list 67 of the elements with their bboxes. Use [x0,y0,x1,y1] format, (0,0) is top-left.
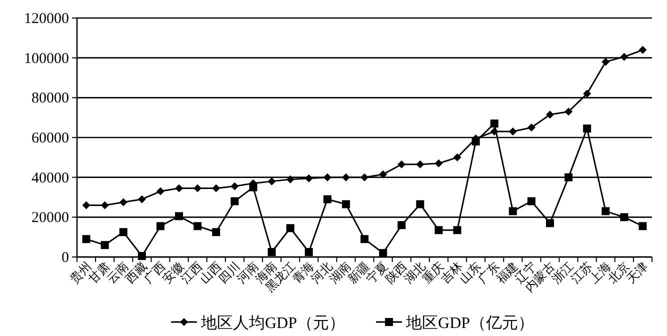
point [564,173,573,182]
point [138,252,146,260]
legend-label: 地区人均GDP（元） [200,314,346,332]
point [82,201,90,210]
point [620,52,628,61]
y-tick-label: 100000 [24,50,69,67]
point [583,90,592,98]
point [156,187,164,196]
point [379,249,388,258]
point [212,184,220,192]
point [602,58,610,66]
point [398,160,406,168]
point [379,170,388,178]
point [175,212,184,220]
y-tick-label: 120000 [24,11,69,27]
y-tick-label: 60000 [32,130,69,146]
point [230,197,239,206]
point [527,197,536,206]
point [602,207,610,216]
point [453,153,462,162]
point [398,221,406,230]
y-tick-label: 40000 [32,170,69,186]
point [119,228,128,236]
point [323,195,332,204]
y-tick-label: 80000 [32,90,69,107]
point [100,241,109,250]
point [268,248,276,256]
point [620,213,628,222]
point [119,198,128,206]
point [194,222,202,230]
point [82,235,90,244]
point [304,248,313,256]
point [508,128,517,136]
point [138,195,146,204]
point [268,177,276,186]
point [527,124,536,132]
point [286,224,294,232]
point [194,184,202,192]
point [434,226,443,234]
point [638,46,647,54]
point [546,219,554,228]
point [212,228,220,236]
point [323,173,332,182]
point [416,160,424,168]
point [175,184,184,192]
point [286,175,294,184]
point [100,201,109,210]
y-tick-label: 0 [62,250,69,266]
point [230,182,239,190]
point [360,235,368,244]
point [583,124,592,133]
point [638,222,647,230]
legend-label: 地区GDP（亿元） [405,314,534,332]
y-tick-label: 20000 [32,210,69,226]
point [416,200,424,208]
point [490,128,498,136]
point [564,108,573,116]
point [342,173,350,182]
point [304,174,313,182]
point [546,110,554,119]
point [453,226,462,234]
point [342,200,350,208]
point [434,159,443,168]
point [490,120,498,128]
point [156,222,164,230]
point [360,173,368,182]
point [508,207,517,216]
